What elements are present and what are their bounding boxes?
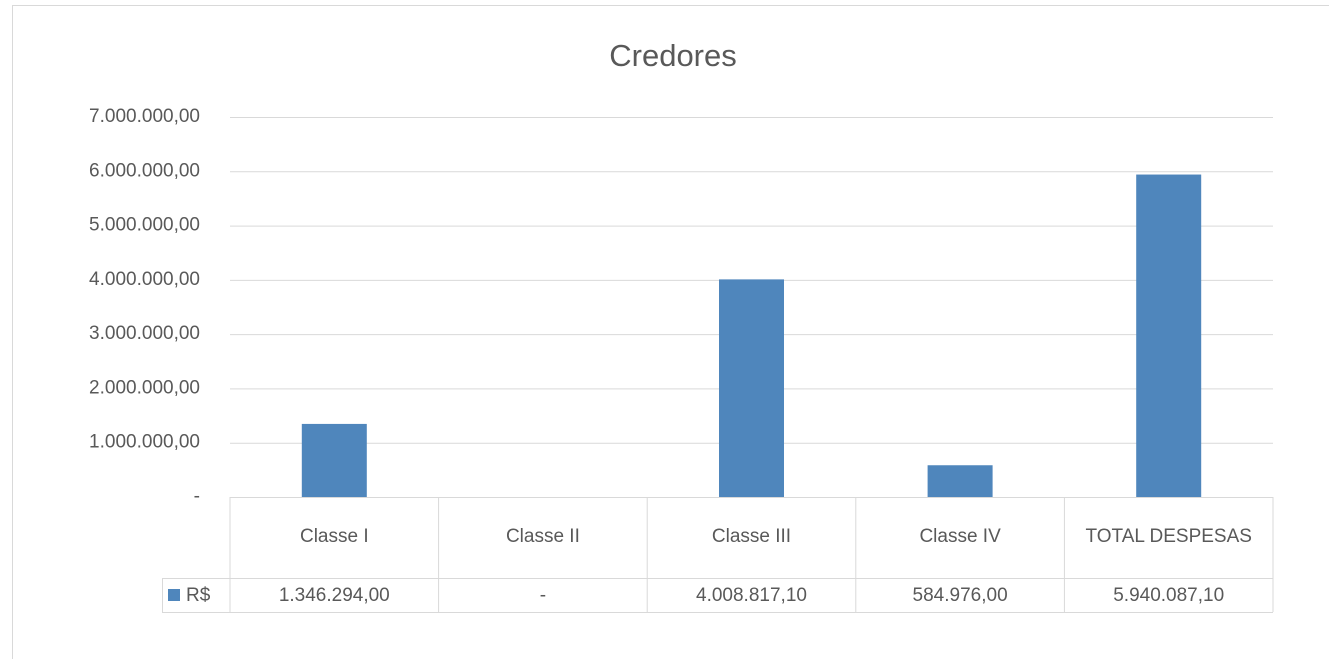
x-tick-label: TOTAL DESPESAS (1085, 526, 1251, 547)
data-table-value: 4.008.817,10 (696, 585, 807, 606)
y-tick-label: 1.000.000,00 (89, 432, 200, 453)
x-tick-label: Classe IV (919, 526, 1001, 547)
x-tick-label: Classe II (506, 526, 580, 547)
y-tick-label: 3.000.000,00 (89, 323, 200, 344)
data-table-value: 1.346.294,00 (279, 585, 390, 606)
y-tick-label: 2.000.000,00 (89, 377, 200, 398)
bar (301, 423, 367, 497)
chart-border (12, 5, 1329, 659)
data-table-value: 584.976,00 (913, 585, 1008, 606)
x-tick-label: Classe III (712, 526, 791, 547)
bar (719, 279, 784, 497)
y-tick-label: 4.000.000,00 (89, 269, 200, 290)
data-table-value: 5.940.087,10 (1113, 585, 1224, 606)
y-tick-label: 5.000.000,00 (89, 215, 200, 236)
x-tick-label: Classe I (300, 526, 369, 547)
bar (1136, 174, 1202, 497)
legend-key (168, 589, 180, 601)
chart-title: Credores (609, 38, 737, 73)
bar (927, 465, 993, 497)
data-table-value: - (540, 585, 546, 606)
y-tick-label: 6.000.000,00 (89, 160, 200, 181)
y-tick-label: 7.000.000,00 (89, 106, 200, 127)
legend-label: R$ (186, 585, 211, 606)
y-tick-label: - (194, 486, 200, 507)
